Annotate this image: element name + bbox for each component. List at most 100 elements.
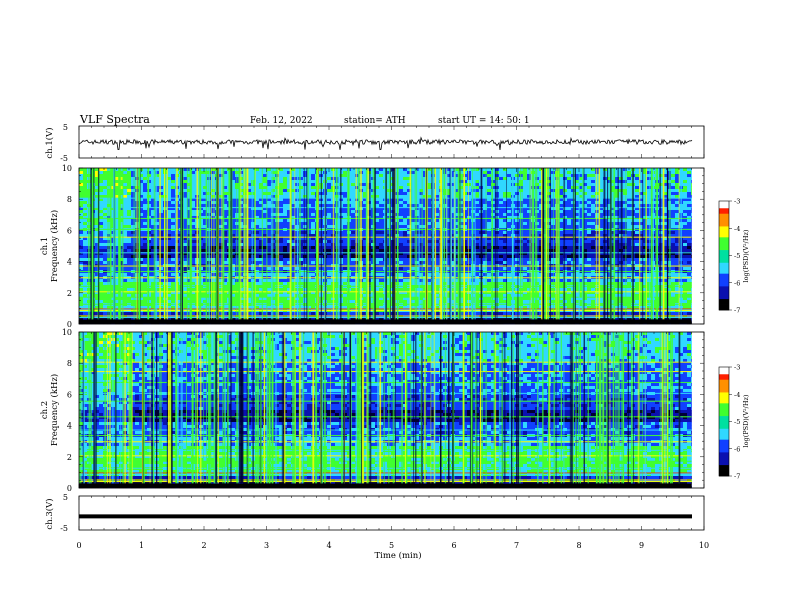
spectrogram-cell	[79, 180, 84, 184]
spectrogram-cell	[151, 243, 156, 247]
spectrogram-cell	[219, 237, 224, 241]
spectrogram-cell	[247, 210, 252, 214]
spectrogram-cell	[399, 255, 404, 259]
spectrogram-cell	[155, 201, 160, 205]
spectrogram-cell	[263, 297, 268, 301]
spectrogram-cell	[95, 204, 100, 208]
spectrogram-cell	[87, 168, 92, 172]
spectrogram-cell	[99, 291, 104, 295]
spectrogram-cell	[79, 243, 84, 247]
spectrogram-cell	[379, 231, 384, 235]
spectrogram-cell	[211, 171, 216, 175]
spectrogram-cell	[127, 288, 132, 292]
spectrogram-cell	[255, 234, 260, 238]
spectrogram-cell	[123, 315, 128, 319]
spectrogram-cell	[279, 279, 284, 283]
spectrogram-cell	[171, 306, 176, 310]
spectrogram-cell	[191, 300, 196, 304]
spectrogram-cell	[327, 231, 332, 235]
spectrogram-cell	[131, 186, 136, 190]
spectrogram-cell	[279, 210, 284, 214]
spectrogram-cell	[95, 237, 100, 241]
spectrogram-cell	[187, 258, 192, 262]
spectrogram-cell	[131, 234, 136, 238]
spectrogram-cell	[139, 183, 144, 187]
spectrogram-cell	[219, 246, 224, 250]
spectrogram-cell	[191, 234, 196, 238]
spectrogram-cell	[147, 219, 152, 223]
spectrogram-cell	[127, 177, 132, 181]
spectrogram-cell	[187, 174, 192, 178]
spectrogram-cell	[263, 258, 268, 262]
spectrogram-cell	[327, 183, 332, 187]
spectrogram-cell	[143, 210, 148, 214]
spectrogram-cell	[251, 204, 256, 208]
spectrogram-cell	[167, 297, 172, 301]
spectrogram-cell	[259, 246, 264, 250]
spectrogram-cell	[263, 240, 268, 244]
spectrogram-cell	[279, 207, 284, 211]
spectrogram-cell	[123, 213, 128, 217]
spectrogram-cell	[139, 288, 144, 292]
spectrogram-cell	[287, 201, 292, 205]
spectrogram-cell	[223, 252, 228, 256]
spectrogram-cell	[127, 210, 132, 214]
spectrogram-cell	[123, 216, 128, 220]
spectrogram-cell	[203, 219, 208, 223]
spectrogram-cell	[183, 177, 188, 181]
spectrogram-cell	[127, 216, 132, 220]
spectrogram-cell	[351, 258, 356, 262]
spectrogram-cell	[211, 312, 216, 316]
spectrogram-cell	[87, 216, 92, 220]
spectrogram-cell	[103, 177, 108, 181]
spectrogram-cell	[119, 318, 124, 322]
spectrogram-cell	[287, 174, 292, 178]
spectrogram-cell	[343, 273, 348, 277]
spectrogram-cell	[343, 180, 348, 184]
spectrogram-cell	[267, 207, 272, 211]
spectrogram-cell	[123, 255, 128, 259]
spectrogram-cell	[251, 231, 256, 235]
spectrogram-cell	[115, 255, 120, 259]
spectrogram-cell	[291, 246, 296, 250]
spectrogram-cell	[99, 207, 104, 211]
spectrogram-cell	[399, 249, 404, 253]
spectrogram-cell	[251, 234, 256, 238]
spectrogram-cell	[131, 297, 136, 301]
spectrogram-cell	[279, 267, 284, 271]
spectrogram-cell	[283, 318, 288, 322]
spectrogram-cell	[283, 258, 288, 262]
spectrogram-cell	[95, 306, 100, 310]
spectrogram-cell	[107, 261, 112, 265]
spectrogram-cell	[167, 189, 172, 193]
start-time-label: start UT = 14: 50: 1	[438, 116, 530, 126]
spectrogram-cell	[223, 237, 228, 241]
spectrogram-cell	[287, 183, 292, 187]
spectrogram-cell	[351, 186, 356, 190]
spectrogram-cell	[131, 255, 136, 259]
spectrogram-cell	[259, 312, 264, 316]
spectrogram-cell	[115, 210, 120, 214]
spectrogram-cell	[83, 267, 88, 271]
spectrogram-cell	[259, 186, 264, 190]
spectrogram-cell	[379, 222, 384, 226]
spectrogram-cell	[327, 213, 332, 217]
spectrogram-cell	[147, 237, 152, 241]
spectrogram-cell	[183, 204, 188, 208]
spectrogram-cell	[131, 183, 136, 187]
spectrogram-cell	[311, 240, 316, 244]
spectrogram-cell	[191, 294, 196, 298]
spectrogram-cell	[183, 300, 188, 304]
spectrogram-cell	[183, 192, 188, 196]
spectrogram-cell	[159, 273, 164, 277]
spectrogram-cell	[251, 261, 256, 265]
spectrogram-cell	[219, 174, 224, 178]
spectrogram-cell	[259, 180, 264, 184]
spectrogram-cell	[95, 312, 100, 316]
spectrogram-cell	[171, 255, 176, 259]
spectrogram-cell	[259, 198, 264, 202]
spectrogram-cell	[183, 198, 188, 202]
spectrogram-cell	[99, 246, 104, 250]
spectrogram-cell	[219, 267, 224, 271]
spectrogram-cell	[87, 231, 92, 235]
